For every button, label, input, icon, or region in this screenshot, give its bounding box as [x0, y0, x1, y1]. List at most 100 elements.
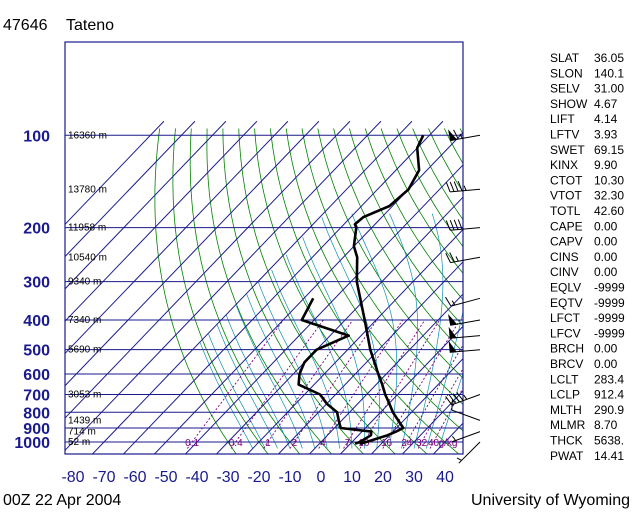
- mixing-ratio-label: 40: [428, 438, 440, 449]
- index-value: 14.41: [594, 449, 624, 463]
- index-value: 140.1: [594, 66, 624, 80]
- index-name: CTOT: [550, 173, 583, 187]
- height-label: 52 m: [68, 437, 90, 448]
- index-name: MLTH: [550, 403, 582, 417]
- wind-barb: [445, 391, 481, 406]
- isotherm-line: [184, 164, 463, 454]
- index-name: EQTV: [550, 296, 583, 310]
- temperature-tick-label: -50: [154, 469, 177, 486]
- index-name: CAPV: [550, 235, 583, 249]
- temperature-tick-label: 0: [317, 469, 326, 486]
- temperature-tick-label: -30: [216, 469, 239, 486]
- index-name: LFCT: [550, 311, 581, 325]
- pressure-tick-label: 500: [23, 343, 50, 360]
- index-value: 290.9: [594, 403, 624, 417]
- height-label: 13780 m: [68, 184, 107, 195]
- temperature-tick-label: 40: [436, 469, 454, 486]
- index-name: MLMR: [550, 418, 586, 432]
- isotherm-line: [246, 228, 463, 454]
- isotherm-line: [65, 120, 320, 387]
- wind-barb: [451, 431, 481, 443]
- mixing-ratio-line: [263, 319, 354, 449]
- isotherm-line: [65, 120, 258, 322]
- dry-adiabat-line: [333, 128, 463, 353]
- index-name: SHOW: [550, 97, 588, 111]
- sounding-indices-table: SLAT 36.05 SLON 140.1 SELV 31.00 SHOW 4.67 LIFT 4…: [550, 51, 625, 463]
- index-value: 9.90: [594, 158, 618, 172]
- moist-adiabat-line: [271, 269, 340, 449]
- height-label: 11958 m: [68, 223, 106, 234]
- index-value: 42.60: [594, 204, 624, 218]
- sounding-time: 00Z 22 Apr 2004: [3, 492, 121, 509]
- dry-adiabat-line: [285, 128, 463, 432]
- isotherm-line: [91, 120, 413, 454]
- index-value: 31.00: [594, 82, 624, 96]
- index-value: 8.70: [594, 418, 618, 432]
- index-value: 36.05: [594, 51, 624, 65]
- moist-adiabat-line: [208, 334, 266, 449]
- temperature-tick-label: -60: [123, 469, 146, 486]
- sounding-profiles: [297, 134, 425, 445]
- dry-adiabats: [154, 128, 463, 454]
- mixing-ratio-label: 24: [401, 438, 413, 449]
- index-value: 10.30: [594, 173, 624, 187]
- isotherm-line: [65, 120, 227, 290]
- mixing-ratio-line: [230, 319, 324, 449]
- dewpoint-profile: [297, 297, 373, 445]
- dry-adiabat-line: [189, 128, 301, 454]
- wind-barb: [445, 219, 481, 231]
- mixing-ratio-label: 2: [292, 438, 298, 449]
- height-label: 1439 m: [68, 415, 101, 426]
- height-label: 5690 m: [68, 345, 101, 356]
- isotherm-line: [65, 120, 165, 226]
- mixing-ratio-label: g/kg: [439, 438, 458, 449]
- index-value: 0.00: [594, 357, 618, 371]
- index-value: 4.67: [594, 97, 618, 111]
- index-name: KINX: [550, 158, 578, 172]
- index-name: LFCV: [550, 326, 581, 340]
- pressure-tick-label: 600: [23, 367, 50, 384]
- mixing-ratio-line: [186, 319, 284, 449]
- isotherm-line: [339, 325, 463, 454]
- index-name: BRCH: [550, 342, 584, 356]
- moist-adiabat-line: [199, 342, 254, 449]
- index-value: 283.4: [594, 372, 624, 386]
- index-name: SLON: [550, 66, 583, 80]
- moist-adiabat-line: [438, 372, 463, 449]
- moist-adiabat-line: [216, 324, 278, 449]
- wind-barb: [445, 252, 481, 264]
- index-name: CAPE: [550, 219, 583, 233]
- pressure-tick-label: 200: [23, 221, 50, 238]
- wind-barbs: [445, 129, 481, 464]
- mixing-ratio-label: 0.4: [229, 438, 243, 449]
- temperature-tick-label: -20: [247, 469, 270, 486]
- index-name: CINV: [550, 265, 579, 279]
- temperature-tick-label: 20: [374, 469, 392, 486]
- index-value: 912.4: [594, 388, 624, 402]
- index-value: -9999: [594, 311, 625, 325]
- index-value: 0.00: [594, 219, 618, 233]
- mixing-ratio-line: [402, 344, 463, 449]
- pressure-tick-label: 400: [23, 313, 50, 330]
- mixing-ratio-label: 1: [265, 438, 271, 449]
- index-name: SWET: [550, 143, 585, 157]
- index-name: LCLP: [550, 388, 580, 402]
- mixing-ratio-label: 4: [320, 438, 326, 449]
- mixing-ratio-line: [359, 319, 441, 449]
- index-name: LIFT: [550, 112, 575, 126]
- plot-frame: [64, 41, 464, 455]
- index-value: 0.00: [594, 342, 618, 356]
- wind-barb: [456, 441, 481, 464]
- isotherm-line: [370, 357, 463, 454]
- temperature-tick-label: 30: [405, 469, 423, 486]
- index-name: PWAT: [550, 449, 584, 463]
- moist-adiabat-line: [351, 213, 398, 449]
- height-label: 16360 m: [68, 130, 107, 141]
- station-name: Tateno: [66, 17, 114, 34]
- index-name: TOTL: [550, 204, 581, 218]
- dry-adiabat-line: [254, 128, 428, 454]
- index-name: LCLT: [550, 372, 579, 386]
- temperature-profile: [352, 134, 425, 445]
